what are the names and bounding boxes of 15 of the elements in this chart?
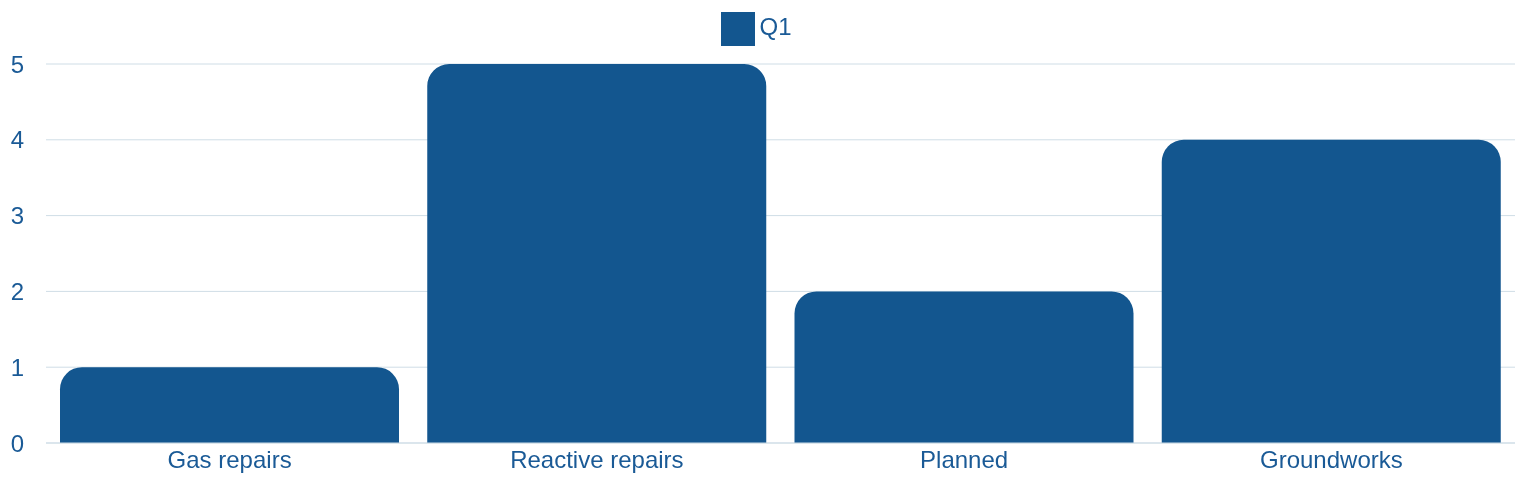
y-tick-label: 0: [10, 429, 24, 457]
x-tick-label: Planned: [920, 446, 1009, 474]
y-tick-label: 5: [10, 50, 24, 78]
x-tick-label: Groundworks: [1260, 446, 1403, 474]
bar: [794, 291, 1134, 443]
bar: [1161, 139, 1501, 443]
x-tick-label: Gas repairs: [167, 446, 292, 474]
bar: [427, 64, 767, 443]
y-tick-label: 4: [10, 126, 24, 154]
y-tick-label: 3: [10, 202, 24, 230]
legend-label: Q1: [759, 13, 792, 41]
y-tick-label: 2: [10, 277, 24, 305]
bar: [60, 367, 399, 443]
x-tick-label: Reactive repairs: [510, 446, 684, 474]
y-tick-label: 1: [10, 353, 24, 381]
